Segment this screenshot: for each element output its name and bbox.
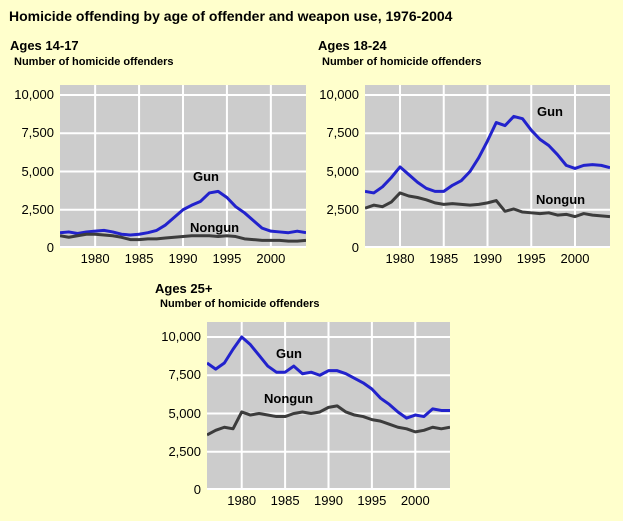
- gun-series-label: Gun: [537, 104, 563, 119]
- nongun-series-label: Nongun: [536, 192, 586, 207]
- x-axis-tick-labels: 1980 1985 1990 1995 2000: [365, 250, 610, 266]
- y-axis-tick-labels: 0 2,500 5,000 7,500 10,000: [8, 85, 56, 254]
- chart-subtitle: Number of homicide offenders: [322, 56, 482, 68]
- gun-series-label: Gun: [276, 346, 302, 361]
- chart-title: Ages 14-17: [10, 38, 79, 53]
- y-tick-label: 10,000: [14, 87, 54, 102]
- page-title: Homicide offending by age of offender an…: [9, 8, 453, 24]
- x-tick-label: 1980: [80, 251, 110, 266]
- x-tick-label: 1980: [385, 251, 415, 266]
- plot-area: Gun Nongun: [60, 85, 306, 248]
- y-tick-label: 0: [46, 240, 54, 255]
- y-tick-label: 5,000: [168, 405, 201, 421]
- y-tick-label: 2,500: [326, 201, 359, 217]
- chart-panel-ages-25-plus: Ages 25+ Number of homicide offenders 0 2…: [155, 281, 455, 513]
- y-tick-label: 5,000: [326, 163, 359, 179]
- nongun-series-label: Nongun: [190, 220, 240, 235]
- y-tick-label: 2,500: [21, 201, 54, 217]
- plot-area: Gun Nongun: [207, 322, 450, 490]
- x-axis-tick-labels: 1980 1985 1990 1995 2000: [207, 492, 450, 508]
- y-tick-label: 10,000: [319, 87, 359, 102]
- x-tick-label: 1985: [429, 251, 459, 266]
- x-tick-label: 1990: [168, 251, 198, 266]
- chart-title: Ages 25+: [155, 281, 213, 296]
- x-tick-label: 1995: [516, 251, 546, 266]
- gun-series-label: Gun: [193, 169, 219, 184]
- x-tick-label: 1995: [357, 493, 387, 508]
- chart-subtitle: Number of homicide offenders: [160, 298, 320, 310]
- y-axis-tick-labels: 0 2,500 5,000 7,500 10,000: [155, 322, 203, 496]
- y-axis-tick-labels: 0 2,500 5,000 7,500 10,000: [313, 85, 361, 254]
- y-tick-label: 10,000: [161, 329, 201, 344]
- x-tick-label: 2000: [560, 251, 590, 266]
- y-tick-label: 7,500: [168, 367, 201, 383]
- y-tick-label: 7,500: [21, 125, 54, 141]
- y-tick-label: 7,500: [326, 125, 359, 141]
- plot-area: Gun Nongun: [365, 85, 610, 248]
- chart-canvas: [365, 85, 610, 248]
- x-tick-label: 2000: [256, 251, 286, 266]
- x-tick-label: 1985: [124, 251, 154, 266]
- x-tick-label: 1985: [270, 493, 300, 508]
- y-tick-label: 0: [193, 482, 201, 497]
- x-tick-label: 1990: [314, 493, 343, 508]
- chart-title: Ages 18-24: [318, 38, 387, 53]
- x-tick-label: 2000: [400, 493, 430, 508]
- chart-canvas: [207, 322, 450, 490]
- chart-panel-ages-14-17: Ages 14-17 Number of homicide offenders …: [8, 38, 308, 270]
- chart-subtitle: Number of homicide offenders: [14, 56, 174, 68]
- chart-panel-ages-18-24: Ages 18-24 Number of homicide offenders …: [313, 38, 613, 270]
- nongun-series-label: Nongun: [264, 391, 314, 406]
- y-tick-label: 5,000: [21, 163, 54, 179]
- y-tick-label: 0: [351, 240, 359, 255]
- x-tick-label: 1990: [473, 251, 502, 266]
- chart-canvas: [60, 85, 306, 248]
- x-axis-tick-labels: 1980 1985 1990 1995 2000: [60, 250, 306, 266]
- x-tick-label: 1995: [212, 251, 242, 266]
- y-tick-label: 2,500: [168, 443, 201, 459]
- x-tick-label: 1980: [227, 493, 257, 508]
